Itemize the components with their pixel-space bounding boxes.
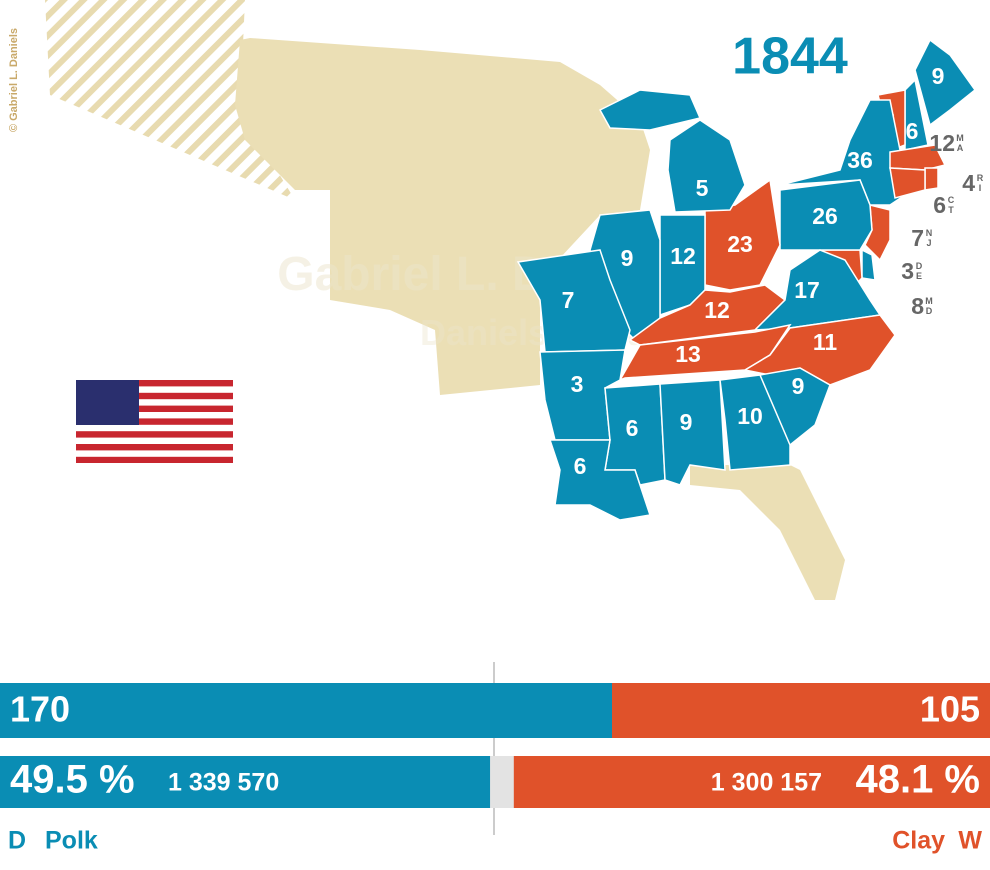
state-votes: 12 <box>670 243 696 269</box>
florida-territory <box>690 465 845 600</box>
popular-vote: 1 300 157 <box>711 769 822 797</box>
territory-hatched <box>45 0 295 200</box>
electoral-votes: 105 <box>920 689 980 730</box>
state <box>779 179 873 251</box>
popular-bar <box>513 756 990 808</box>
upper-michigan <box>598 89 702 131</box>
flag <box>76 380 233 463</box>
state <box>889 167 926 199</box>
state-votes: 3 <box>901 258 914 284</box>
candidate: Clay <box>892 827 945 855</box>
state <box>719 374 791 471</box>
state-votes: 11 <box>813 329 838 355</box>
state <box>914 38 977 127</box>
state-votes: 17 <box>794 277 820 303</box>
state <box>628 284 787 346</box>
state-abbr: MD <box>924 296 934 316</box>
state-votes: 6 <box>574 453 587 479</box>
year-title: 1844 <box>732 28 848 86</box>
state-abbr: MA <box>955 133 965 153</box>
state-votes: 9 <box>680 409 693 435</box>
electoral-bar <box>612 683 990 738</box>
popular-bar <box>0 756 491 808</box>
state-votes: 9 <box>621 245 634 271</box>
party: W <box>958 827 982 855</box>
state <box>667 119 746 213</box>
state-votes: 7 <box>562 287 575 313</box>
state-votes: 23 <box>727 231 753 257</box>
results: 170 105 49.5 % 1 339 570 48.1 % 1 300 157 D Pol… <box>0 683 990 855</box>
state-votes: 9 <box>792 373 805 399</box>
percent: 49.5 % <box>10 758 135 802</box>
popular-vote: 1 339 570 <box>168 769 279 797</box>
state-votes: 10 <box>737 403 763 429</box>
state-votes: 7 <box>911 225 924 251</box>
state <box>516 249 631 353</box>
state-votes: 26 <box>812 203 838 229</box>
state-votes: 6 <box>626 415 639 441</box>
state-votes: 5 <box>696 175 709 201</box>
state-abbr: RI <box>975 173 985 193</box>
state-votes: 4 <box>962 170 975 196</box>
electoral-bar <box>0 683 612 738</box>
state-votes: 6 <box>906 118 919 144</box>
states: 9663612MA4RI6CT7NJ3DE8MD2623512971217131… <box>516 38 985 521</box>
state <box>924 167 939 191</box>
state-votes: 6 <box>933 192 946 218</box>
territory <box>235 38 650 395</box>
percent: 48.1 % <box>855 758 980 802</box>
candidate: Polk <box>45 827 98 855</box>
state-votes: 9 <box>932 63 945 89</box>
state-votes: 13 <box>675 341 701 367</box>
state-votes: 3 <box>571 371 584 397</box>
state <box>618 323 792 382</box>
state-votes: 12 <box>929 130 955 156</box>
state-votes: 36 <box>847 147 873 173</box>
state <box>548 439 651 521</box>
state <box>861 248 876 281</box>
party: D <box>8 827 26 855</box>
state-abbr: NJ <box>924 228 934 248</box>
state-votes: 12 <box>704 297 730 323</box>
state-abbr: DE <box>914 261 924 281</box>
state-abbr: CT <box>946 195 956 215</box>
credit: © Gabriel L. Daniels <box>8 28 20 132</box>
electoral-votes: 170 <box>10 689 70 730</box>
state-votes: 8 <box>911 293 924 319</box>
